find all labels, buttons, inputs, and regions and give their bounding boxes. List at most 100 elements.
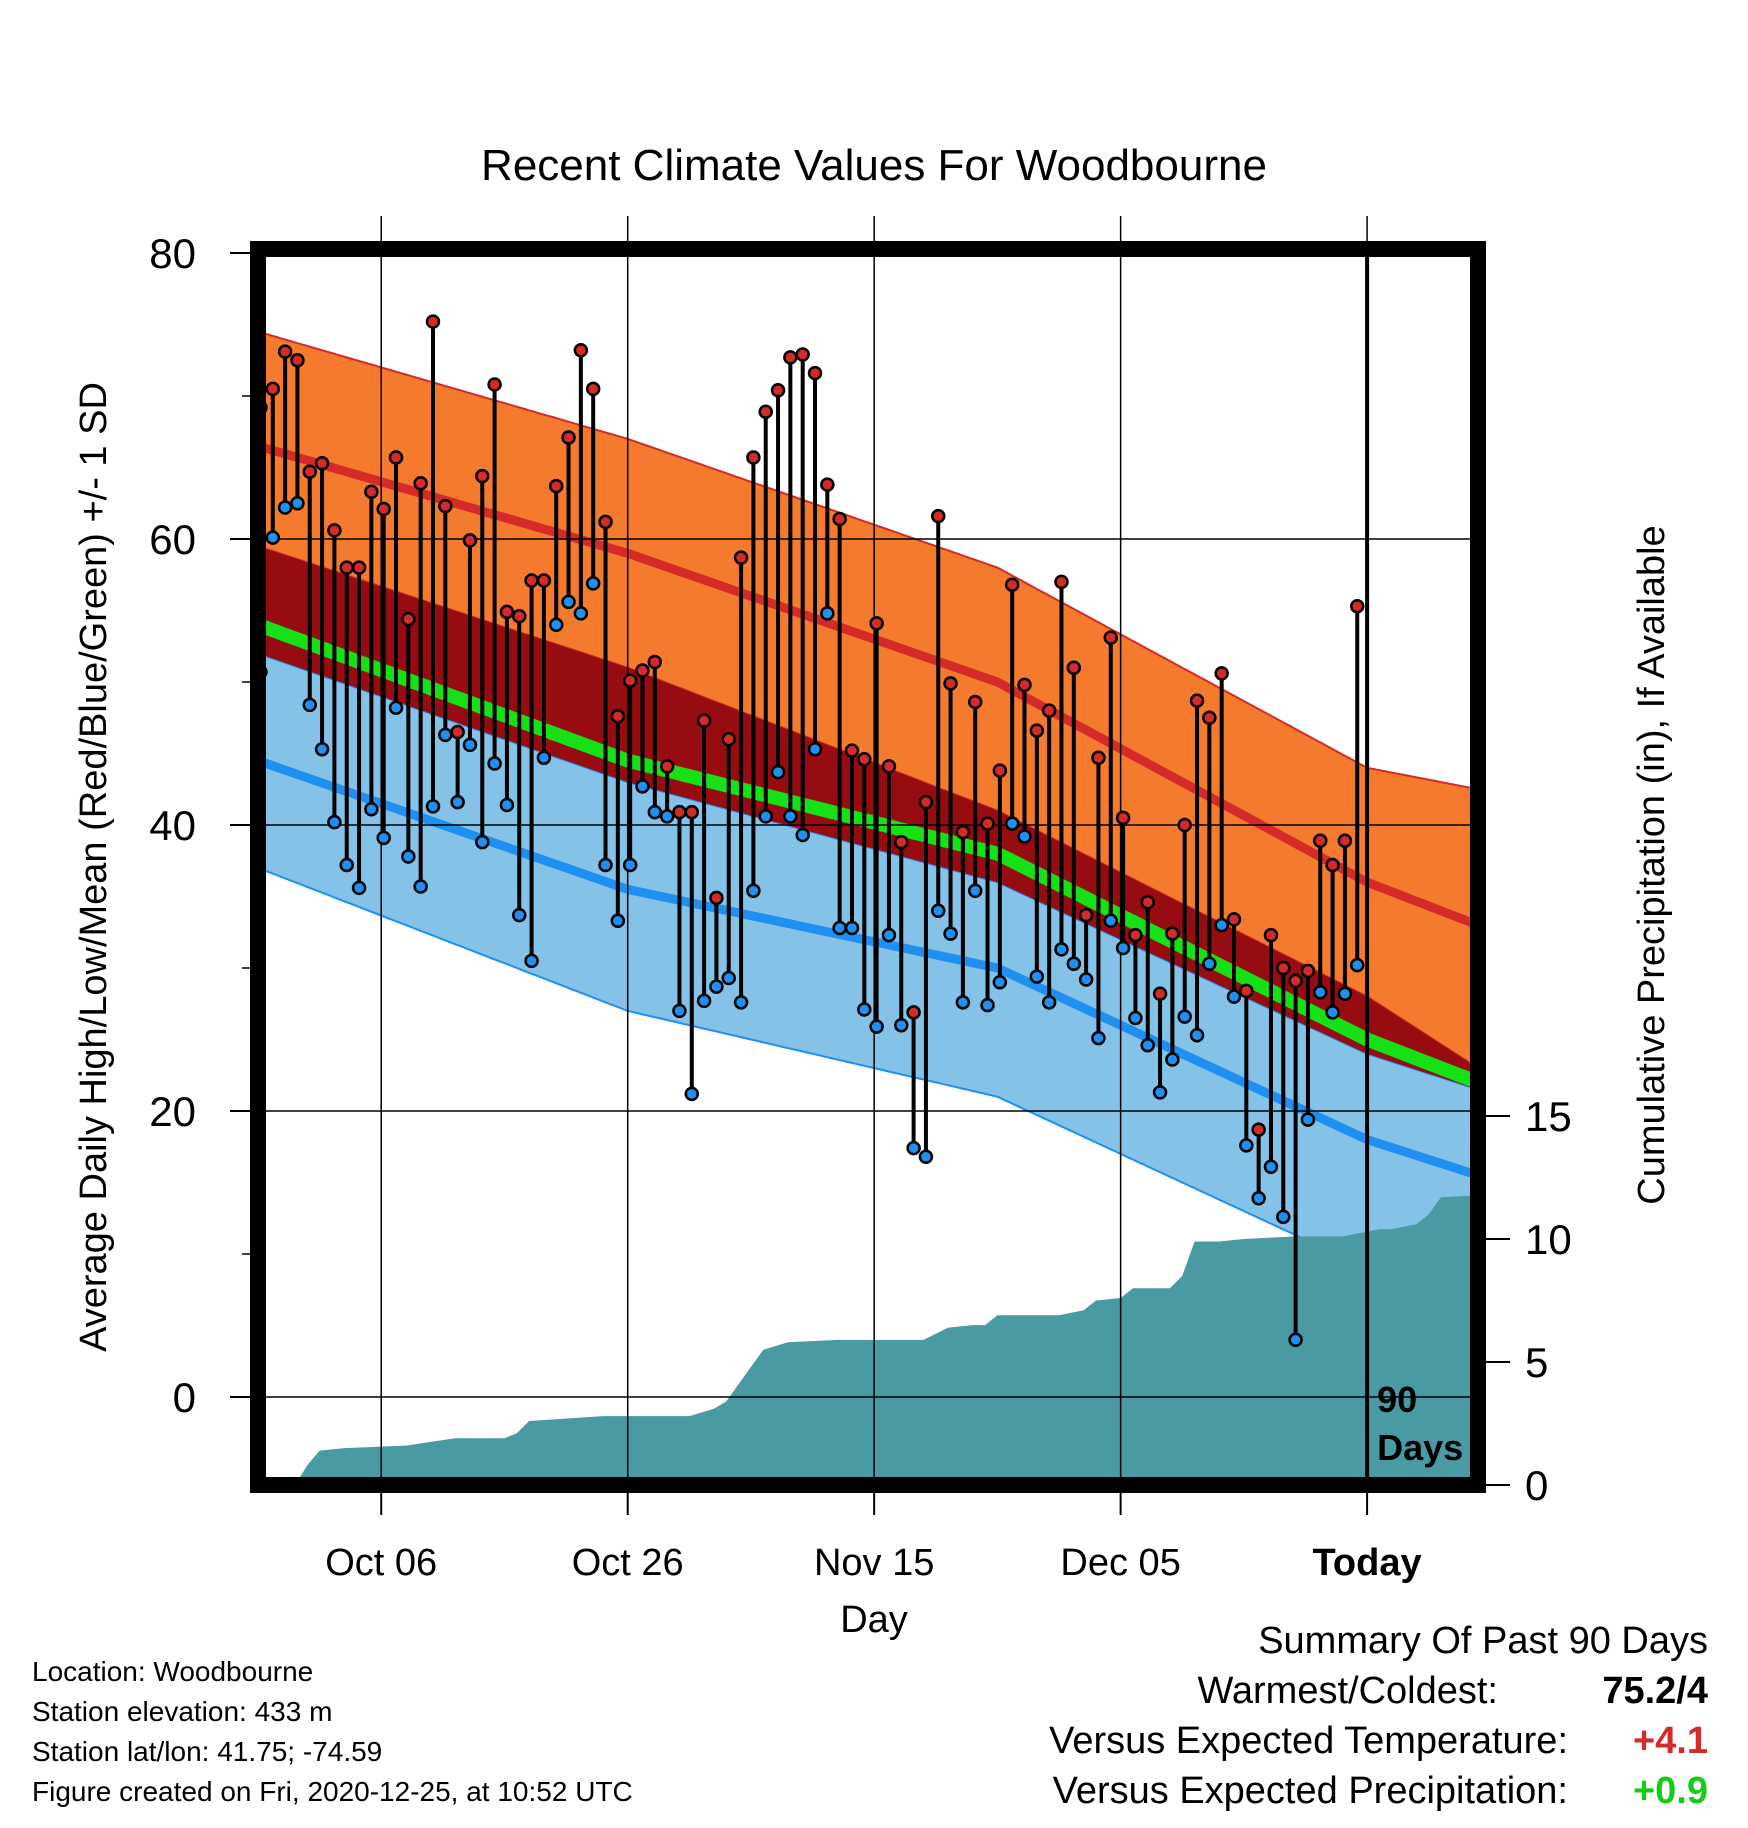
obs-low-point: [807, 741, 823, 757]
obs-low-point: [1325, 1005, 1340, 1020]
obs-low-point: [290, 496, 305, 511]
obs-low-point: [1349, 957, 1365, 973]
obs-low-point: [1263, 1159, 1279, 1175]
obs-high-point: [536, 573, 552, 588]
obs-low-point: [487, 756, 502, 771]
obs-high-point: [450, 724, 465, 740]
obs-low-point: [980, 997, 995, 1013]
obs-low-point: [930, 903, 946, 919]
obs-low-point: [758, 809, 773, 824]
obs-high-point: [894, 834, 909, 850]
obs-high-point: [967, 694, 983, 710]
obs-low-point: [622, 857, 638, 873]
obs-high-point: [647, 654, 663, 670]
obs-low-point: [548, 617, 564, 633]
obs-high-point: [1251, 1122, 1266, 1137]
obs-high-point: [585, 381, 601, 397]
footer-latlon: Station lat/lon: 41.75; -74.59: [32, 1736, 383, 1767]
obs-high-point: [1263, 927, 1279, 943]
obs-high-point: [1128, 927, 1143, 943]
axes: Recent Climate Values For Woodbourne 0 20 4…: [73, 141, 1673, 1641]
obs-high-point: [573, 342, 589, 358]
obs-low-point: [1226, 989, 1242, 1004]
obs-high-point: [672, 804, 687, 820]
obs-low-point: [1239, 1138, 1254, 1153]
obs-high-point: [1115, 810, 1131, 826]
obs-high-point: [1288, 973, 1303, 989]
obs-high-point: [1300, 963, 1316, 979]
obs-low-point: [1177, 1009, 1192, 1024]
obs-high-point: [758, 404, 773, 419]
obs-high-point: [906, 1005, 921, 1020]
obs-low-point: [1004, 816, 1020, 831]
obs-high-point: [524, 573, 539, 588]
obs-high-point: [610, 709, 626, 724]
obs-high-point: [475, 468, 490, 484]
obs-low-point: [943, 926, 958, 941]
obs-low-point: [881, 927, 897, 943]
y-tick-label: 0: [173, 1374, 196, 1421]
obs-low-point: [894, 1017, 909, 1033]
obs-low-point: [1337, 986, 1353, 1001]
obs-high-point: [598, 514, 613, 530]
obs-high-point: [462, 533, 478, 548]
high-mean-line: [258, 441, 1478, 930]
obs-high-point: [721, 731, 736, 747]
obs-high-point: [783, 350, 798, 365]
y2-axis-label: Cumulative Precipitation (in), If Availa…: [1631, 525, 1673, 1204]
obs-low-point: [733, 995, 749, 1010]
obs-low-point: [364, 802, 379, 817]
obs-low-point: [314, 741, 330, 757]
obs-low-point: [1103, 913, 1119, 929]
obs-high-point: [709, 890, 724, 906]
obs-low-point: [388, 700, 404, 715]
precip-label: Versus Expected Precipitation:: [1052, 1769, 1568, 1812]
obs-high-point: [832, 511, 847, 527]
obs-low-point: [1041, 995, 1057, 1010]
x-axis-label: Day: [840, 1599, 908, 1641]
obs-high-point: [992, 763, 1008, 778]
obs-high-point: [857, 751, 872, 767]
obs-low-point: [1251, 1190, 1266, 1206]
obs-high-point: [425, 314, 441, 329]
obs-high-point: [622, 673, 638, 688]
obs-high-point: [351, 560, 367, 575]
obs-low-point: [795, 827, 810, 843]
observations: 90 Days: [253, 249, 1463, 1485]
summary-title: Summary Of Past 90 Days: [1258, 1619, 1708, 1662]
obs-high-point: [943, 676, 958, 691]
obs-low-point: [783, 809, 798, 824]
obs-low-point: [992, 975, 1008, 990]
plot-frame: [250, 241, 1486, 1493]
precip-value: +0.9: [1632, 1769, 1708, 1812]
obs-low-point: [770, 764, 786, 780]
footer-created: Figure created on Fri, 2020-12-25, at 10…: [32, 1776, 633, 1807]
obs-low-point: [659, 809, 675, 824]
obs-high-point: [1091, 750, 1106, 766]
today-label-days: Days: [1377, 1427, 1463, 1468]
obs-high-point: [930, 508, 946, 524]
obs-high-point: [807, 365, 823, 381]
obs-low-point: [967, 883, 983, 899]
obs-low-point: [1017, 829, 1032, 844]
y2-tick-label: 0: [1525, 1462, 1548, 1509]
obs-high-point: [512, 608, 527, 624]
obs-low-point: [1091, 1030, 1106, 1046]
summary-warm-cold-row: Warmest/Coldest: 75.2/4: [808, 1666, 1708, 1716]
obs-high-point: [1165, 926, 1180, 941]
summary-precip-row: Versus Expected Precipitation: +0.9: [808, 1766, 1708, 1816]
obs-low-point: [1300, 1112, 1316, 1127]
obs-high-point: [265, 381, 281, 397]
obs-low-point: [462, 737, 478, 753]
obs-low-point: [401, 849, 416, 864]
obs-high-point: [1239, 983, 1254, 999]
obs-low-point: [1140, 1037, 1155, 1053]
obs-low-point: [524, 953, 539, 969]
obs-high-point: [413, 475, 428, 491]
obs-high-point: [277, 344, 293, 359]
obs-low-point: [438, 727, 453, 743]
obs-low-point: [1128, 1010, 1143, 1026]
x-tick-label: Dec 05: [1060, 1542, 1180, 1584]
obs-low-point: [302, 697, 318, 713]
obs-high-point: [881, 759, 897, 774]
